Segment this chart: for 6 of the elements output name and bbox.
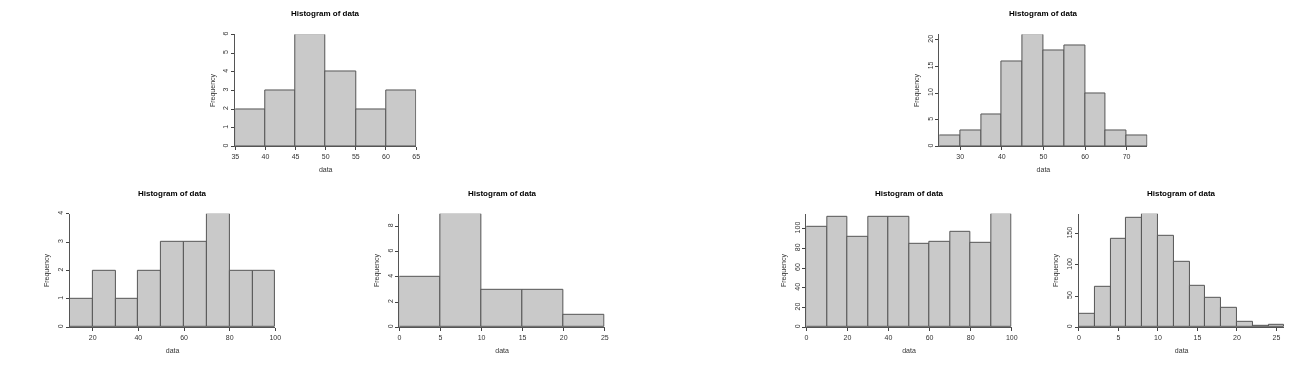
chart-title: Histogram of data [138,189,207,198]
chart-title: Histogram of data [1147,189,1216,198]
chart-title: Histogram of data [875,189,944,198]
chart-title: Histogram of data [468,189,537,198]
chart-title: Histogram of data [291,9,360,18]
chart-title: Histogram of data [1009,9,1078,18]
